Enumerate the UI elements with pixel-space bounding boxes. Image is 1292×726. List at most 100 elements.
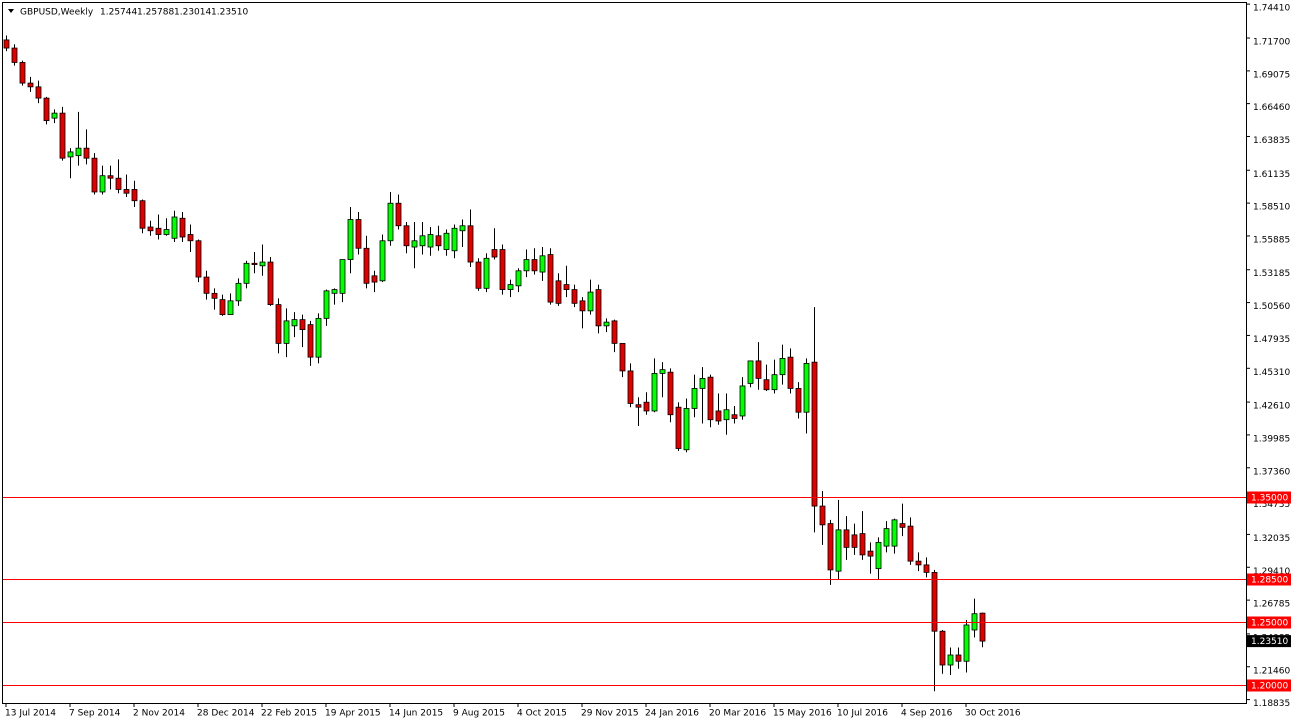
candle-body: [803, 363, 810, 413]
candle-body: [443, 232, 450, 250]
candle-body: [547, 254, 554, 303]
candle-body: [123, 189, 130, 194]
candle-body: [643, 401, 650, 412]
candle-body: [331, 289, 338, 294]
candle-body: [283, 320, 290, 344]
ohlc-value: 1.25788: [137, 8, 174, 18]
candle-body: [891, 519, 898, 547]
candle-body: [715, 410, 722, 422]
candle-body: [11, 47, 18, 63]
x-tick-label: 29 Nov 2015: [581, 709, 639, 719]
candle-body: [915, 560, 922, 566]
candle-body: [483, 257, 490, 289]
y-tick-label: 1.71700: [1253, 38, 1290, 48]
x-tick-label: 14 Jun 2015: [389, 709, 443, 719]
y-tick-label: 1.53185: [1253, 269, 1290, 279]
x-tick-label: 20 Mar 2016: [709, 709, 766, 719]
ohlc-value: 1.25744: [100, 8, 137, 18]
plot-frame: [2, 2, 1247, 704]
candle-body: [883, 528, 890, 547]
candle-body: [731, 414, 738, 419]
x-tick-label: 30 Oct 2016: [965, 709, 1021, 719]
candle-body: [99, 175, 106, 193]
candle-body: [27, 82, 34, 88]
level-label: 1.28500: [1251, 576, 1288, 586]
candle-body: [899, 523, 906, 528]
candle-body: [859, 533, 866, 556]
candle-body: [131, 189, 138, 202]
price-marker-box: [1247, 635, 1291, 648]
candle-body: [307, 324, 314, 358]
candle-body: [291, 319, 298, 327]
candle-body: [147, 226, 154, 232]
ohlc-header: 1.25744 1.25788 1.23014 1.23510: [100, 8, 248, 18]
candle-body: [683, 408, 690, 451]
candle-body: [907, 525, 914, 562]
candle-body: [427, 234, 434, 248]
candle-body: [43, 97, 50, 122]
x-tick-label: 2 Nov 2014: [133, 709, 185, 719]
candle-body: [675, 406, 682, 449]
y-tick-label: 1.37360: [1253, 467, 1290, 477]
candle-body: [747, 360, 754, 384]
candle-body: [171, 216, 178, 239]
candle-body: [227, 300, 234, 316]
candle-body: [275, 304, 282, 344]
candle-body: [379, 240, 386, 282]
x-tick-label: 13 Jul 2014: [5, 709, 56, 719]
candle-body: [491, 249, 498, 258]
candle-body: [163, 229, 170, 235]
candle-body: [555, 280, 562, 304]
candle-body: [611, 320, 618, 344]
candle-body: [475, 261, 482, 289]
y-tick-label: 1.61135: [1253, 170, 1290, 180]
x-tick-label: 7 Sep 2014: [69, 709, 121, 719]
ohlc-value: 1.23014: [174, 8, 211, 18]
candle-body: [571, 289, 578, 304]
candle-body: [515, 270, 522, 287]
candle-body: [531, 259, 538, 272]
y-tick-label: 1.34735: [1253, 500, 1290, 510]
candle-body: [939, 630, 946, 666]
candle-body: [195, 240, 202, 278]
y-tick-label: 1.55885: [1253, 235, 1290, 245]
y-tick-label: 1.42610: [1253, 402, 1290, 412]
candle-body: [395, 202, 402, 227]
x-tick-label: 15 May 2016: [773, 709, 832, 719]
y-tick-label: 1.29410: [1253, 567, 1290, 577]
candle-body: [699, 378, 706, 389]
x-tick-label: 10 Jul 2016: [837, 709, 888, 719]
candle-body: [467, 225, 474, 263]
candle-body: [411, 240, 418, 248]
candle-body: [419, 235, 426, 247]
candle-body: [971, 613, 978, 631]
candle-body: [771, 374, 778, 391]
x-tick-label: 4 Oct 2015: [517, 709, 567, 719]
candle-body: [387, 202, 394, 242]
candle-body: [59, 112, 66, 159]
y-tick-label: 1.45310: [1253, 368, 1290, 378]
candle-body: [779, 358, 786, 376]
candle-body: [67, 151, 74, 158]
candle-body: [371, 275, 378, 283]
chart-title: GBPUSD,Weekly: [20, 8, 94, 18]
candle-body: [931, 572, 938, 632]
candle-body: [155, 227, 162, 235]
candle-body: [819, 505, 826, 526]
candle-body: [323, 290, 330, 319]
candle-body: [3, 39, 10, 49]
candle-body: [459, 225, 466, 232]
candle-body: [187, 234, 194, 242]
candle-body: [811, 361, 818, 507]
x-tick-label: 22 Feb 2015: [261, 709, 317, 719]
menu-arrow[interactable]: [8, 9, 14, 13]
candle-body: [339, 259, 346, 294]
candle-body: [35, 86, 42, 99]
candle-body: [91, 157, 98, 193]
candle-body: [875, 541, 882, 570]
candle-body: [867, 550, 874, 557]
y-tick-label: 1.18835: [1253, 699, 1290, 709]
candle-body: [107, 175, 114, 179]
